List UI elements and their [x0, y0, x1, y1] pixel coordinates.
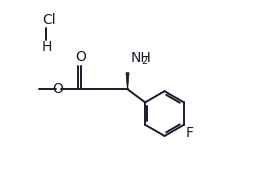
Text: H: H	[42, 40, 52, 54]
Polygon shape	[126, 73, 129, 89]
Text: O: O	[52, 82, 63, 96]
Text: Cl: Cl	[42, 13, 56, 27]
Text: NH: NH	[131, 51, 151, 65]
Text: O: O	[75, 50, 86, 64]
Text: F: F	[186, 126, 194, 140]
Text: 2: 2	[141, 56, 147, 66]
